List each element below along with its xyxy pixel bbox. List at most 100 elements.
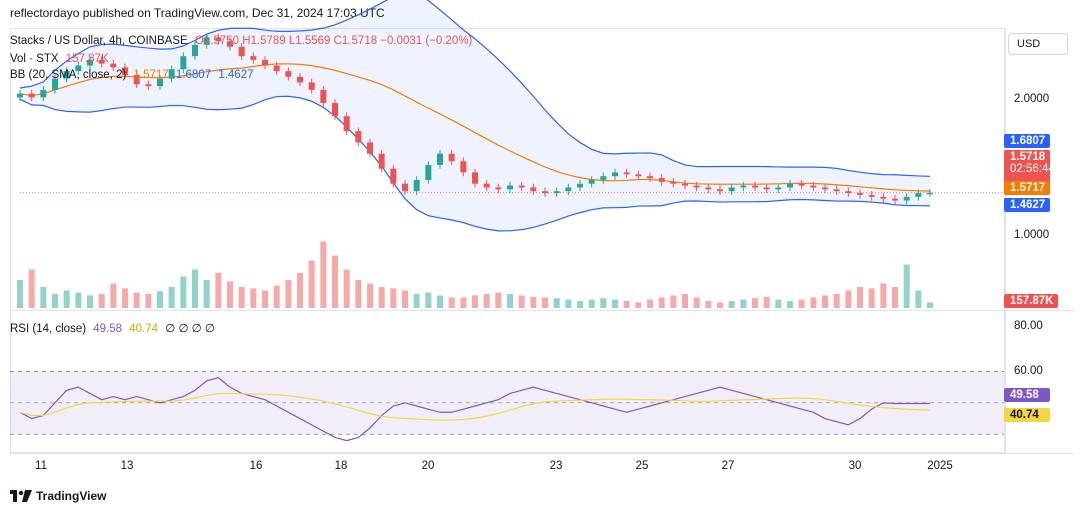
candle-body (180, 56, 187, 70)
bb-upper: 1.6807 (175, 69, 212, 81)
volume-bar (612, 299, 618, 308)
x-tick: 20 (421, 460, 435, 472)
bb-mid: 1.5717 (133, 69, 169, 81)
candle-body (518, 185, 525, 188)
volume-bar (740, 299, 747, 308)
candle-body (787, 183, 793, 188)
bb-lower-tag: 1.4627 (1004, 198, 1050, 212)
candle-body (145, 84, 152, 87)
candle-body (717, 189, 723, 192)
volume-bar (437, 295, 443, 308)
tradingview-logo[interactable]: TradingView (10, 489, 106, 503)
volume-bar (168, 287, 175, 308)
time-axis[interactable] (10, 453, 1074, 476)
candle-body (647, 176, 653, 179)
candle-body (705, 187, 712, 190)
candle-body (297, 76, 303, 83)
volume-bar (483, 294, 490, 308)
volume-bar (63, 290, 70, 308)
volume-bar (17, 280, 23, 308)
bb-fill (20, 0, 930, 231)
candle-body (495, 187, 502, 190)
candle-body (320, 89, 327, 104)
candle-body (903, 196, 910, 201)
legend-symbol[interactable]: Stacks / US Dollar, 4h, COINBASE O1.5750… (10, 35, 476, 47)
volume-bar (682, 294, 688, 308)
volume-bar (530, 296, 537, 308)
candle-body (833, 189, 840, 192)
volume-bar (227, 281, 233, 308)
rsi-ma-tag: 40.74 (1004, 408, 1050, 422)
volume-bar (507, 294, 513, 308)
volume-bar (308, 260, 315, 308)
volume-bar (542, 297, 548, 308)
candle-body (413, 179, 420, 192)
candle-body (168, 69, 175, 79)
legend-volume[interactable]: Vol · STX 157.87K (10, 53, 113, 65)
volume-bar (145, 294, 152, 308)
header-attribution: reflectordayo published on TradingView.c… (10, 6, 385, 20)
candle-body (52, 78, 58, 90)
candle-body (98, 59, 105, 64)
volume-bar (238, 287, 245, 308)
candle-body (133, 74, 140, 85)
legend-bollinger[interactable]: BB (20, SMA, close, 2) 1.5717 1.6807 1.4… (10, 69, 258, 81)
candle-body (355, 131, 362, 143)
volume-bar (122, 288, 128, 308)
rsi-label-60: 60.00 (1014, 365, 1043, 377)
candle-body (565, 187, 572, 192)
volume-bar (460, 297, 467, 308)
currency-button[interactable]: USD (1008, 33, 1068, 55)
volume-bar (647, 299, 653, 308)
candle-body (577, 183, 583, 188)
bb-upper-tag: 1.6807 (1004, 134, 1050, 148)
volume-bar (880, 283, 887, 308)
volume-bar (763, 296, 770, 308)
x-tick: 18 (334, 460, 348, 472)
volume-bar (798, 299, 805, 308)
volume-bar (810, 297, 817, 308)
candle-body (308, 82, 315, 90)
volume-bar (472, 295, 478, 308)
candle-body (658, 178, 665, 182)
candle-body (75, 65, 82, 72)
volume-bar (775, 299, 782, 308)
last-price-value: 1.5718 (1010, 151, 1046, 163)
candle-body (670, 181, 677, 184)
rsi-tag: 49.58 (1004, 388, 1050, 402)
volume-bar (693, 297, 700, 308)
volume-bar (903, 264, 910, 308)
bb-mid-tag: 1.5717 (1004, 181, 1050, 195)
volume-bar (833, 294, 840, 308)
candle-body (17, 93, 23, 98)
volume-bar (752, 298, 758, 308)
candle-body (332, 103, 338, 117)
volume-bar (250, 288, 257, 308)
volume-bar (378, 287, 385, 308)
candle-body (367, 142, 373, 154)
volume-bar (52, 294, 58, 308)
x-tick: 11 (35, 460, 47, 472)
volume-bar (588, 299, 595, 308)
volume-bar (565, 299, 572, 308)
volume-bar (332, 255, 338, 308)
volume-bar (868, 288, 875, 308)
price-scale[interactable] (1005, 28, 1076, 453)
candle-body (693, 185, 700, 188)
vol-label: Vol · STX (10, 53, 59, 65)
volume-bar (495, 292, 502, 308)
candle-body (892, 198, 898, 201)
volume-bar (133, 292, 140, 308)
legend-rsi[interactable]: RSI (14, close) 49.58 40.74 ∅ ∅ ∅ ∅ (10, 321, 219, 335)
candle-body (215, 37, 222, 42)
volume-bar (892, 287, 898, 308)
volume-bar (343, 269, 350, 308)
pane-separator[interactable] (10, 310, 1074, 311)
rsi-line (19, 377, 930, 442)
candle-body (273, 65, 280, 72)
volume-bar (658, 297, 665, 308)
x-tick: 27 (721, 460, 735, 472)
rsi-value: 49.58 (93, 323, 123, 335)
candle-body (623, 172, 630, 175)
